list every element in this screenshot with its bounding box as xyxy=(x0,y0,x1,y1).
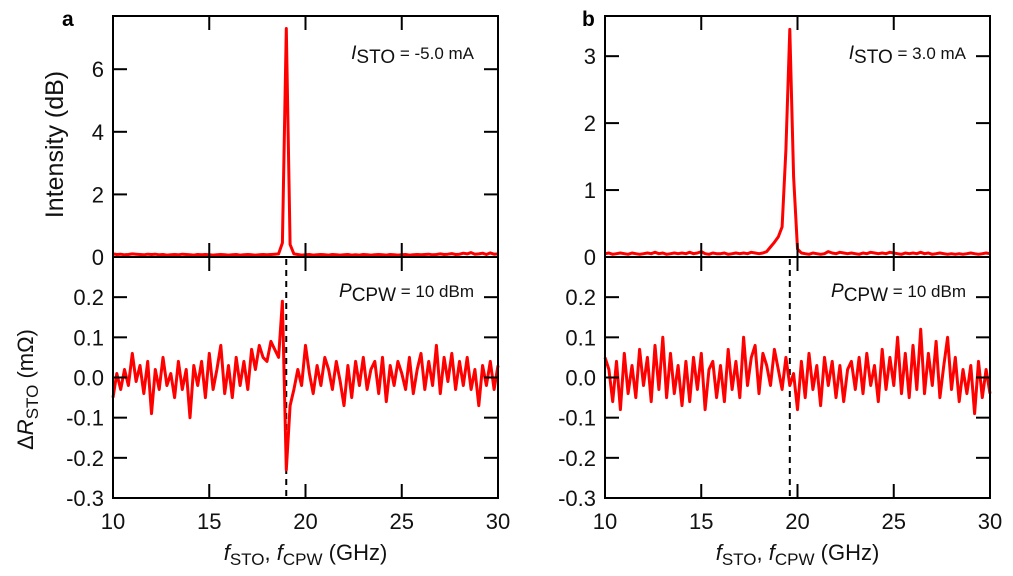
y-title-sub: STO xyxy=(23,385,42,420)
x-tick-label: 30 xyxy=(978,509,1002,534)
top-series-line xyxy=(604,27,991,256)
bottom-y-tick-label: 0.2 xyxy=(73,285,104,310)
bottom-y-tick-label: 0.0 xyxy=(73,366,104,391)
x-tick-label: 25 xyxy=(390,509,414,534)
top-y-tick-label: 1 xyxy=(584,178,596,203)
top-y-tick-label: 4 xyxy=(92,120,104,145)
x-title-var2: f xyxy=(277,540,286,565)
y-title-delta: Δ xyxy=(13,435,38,450)
bottom-y-tick-label: -0.2 xyxy=(66,446,104,471)
top-y-tick-label: 6 xyxy=(92,57,104,82)
annotation-subscript: CPW xyxy=(844,285,888,306)
bottom-y-tick-label: -0.2 xyxy=(558,446,596,471)
bottom-y-tick-label: 0.0 xyxy=(565,366,596,391)
annotation-value: = 10 dBm xyxy=(396,282,474,301)
x-title-separator: , xyxy=(264,540,276,565)
x-tick-label: 25 xyxy=(882,509,906,534)
x-tick-label: 10 xyxy=(593,509,617,534)
x-title-sub2: CPW xyxy=(775,550,815,569)
bottom-y-tick-label: -0.3 xyxy=(66,486,104,511)
annotation-subscript: STO xyxy=(356,47,395,68)
y-title-unit: (mΩ) xyxy=(13,329,38,385)
bottom-y-tick-label: 0.1 xyxy=(73,325,104,350)
x-title-sub2: CPW xyxy=(283,550,323,569)
x-tick-label: 15 xyxy=(197,509,221,534)
x-title-unit: (GHz) xyxy=(815,540,880,565)
annotation-variable: I xyxy=(849,43,855,64)
top-annotation: ISTO = 3.0 mA xyxy=(849,43,967,68)
annotation-variable: I xyxy=(351,43,357,64)
x-tick-label: 20 xyxy=(785,509,809,534)
bottom-annotation: PCPW = 10 dBm xyxy=(831,281,966,306)
bottom-y-tick-label: -0.1 xyxy=(66,406,104,431)
x-axis-title: fSTO, fCPW (GHz) xyxy=(716,540,880,569)
x-title-sub1: STO xyxy=(722,550,757,569)
bottom-y-tick-label: 0.2 xyxy=(565,285,596,310)
top-y-axis-title: Intensity (dB) xyxy=(41,71,69,218)
x-title-var1: f xyxy=(224,540,233,565)
bottom-y-axis-title: ΔRSTO (mΩ) xyxy=(13,329,42,450)
annotation-value: = -5.0 mA xyxy=(395,44,475,63)
x-axis-title: fSTO, fCPW (GHz) xyxy=(224,540,388,569)
bottom-annotation: PCPW = 10 dBm xyxy=(339,281,474,306)
x-tick-label: 20 xyxy=(293,509,317,534)
bottom-series-line xyxy=(603,327,992,416)
annotation-value: = 3.0 mA xyxy=(893,44,967,63)
top-y-tick-label: 2 xyxy=(584,111,596,136)
x-tick-label: 30 xyxy=(486,509,510,534)
annotation-subscript: CPW xyxy=(352,285,396,306)
top-annotation: ISTO = -5.0 mA xyxy=(351,43,475,68)
x-title-var2: f xyxy=(769,540,778,565)
top-y-tick-label: 0 xyxy=(92,245,104,270)
bottom-y-tick-label: 0.1 xyxy=(565,325,596,350)
panel-letter: a xyxy=(62,8,74,31)
y-title-var: R xyxy=(13,419,38,435)
x-title-unit: (GHz) xyxy=(323,540,388,565)
bottom-series-line xyxy=(111,299,500,472)
bottom-y-tick-label: -0.1 xyxy=(558,406,596,431)
panel-letter: b xyxy=(582,8,595,31)
x-title-sub1: STO xyxy=(230,550,265,569)
annotation-subscript: STO xyxy=(854,47,893,68)
annotation-variable: P xyxy=(831,281,844,302)
annotation-variable: P xyxy=(339,281,352,302)
top-y-tick-label: 0 xyxy=(584,245,596,270)
x-tick-label: 10 xyxy=(101,509,125,534)
top-y-tick-label: 2 xyxy=(92,182,104,207)
bottom-y-tick-label: -0.3 xyxy=(558,486,596,511)
annotation-value: = 10 dBm xyxy=(888,282,966,301)
x-tick-label: 15 xyxy=(689,509,713,534)
panel-a: a10 15 20 25 3002460.20.10.0-0.1-0.2-0.3ISTO… xyxy=(13,8,510,569)
x-title-var1: f xyxy=(716,540,725,565)
x-title-separator: , xyxy=(756,540,768,565)
panel-b: b10 15 20 25 3001230.20.10.0-0.1-0.2-0.3ISTO… xyxy=(558,8,1002,569)
top-y-tick-label: 3 xyxy=(584,44,596,69)
